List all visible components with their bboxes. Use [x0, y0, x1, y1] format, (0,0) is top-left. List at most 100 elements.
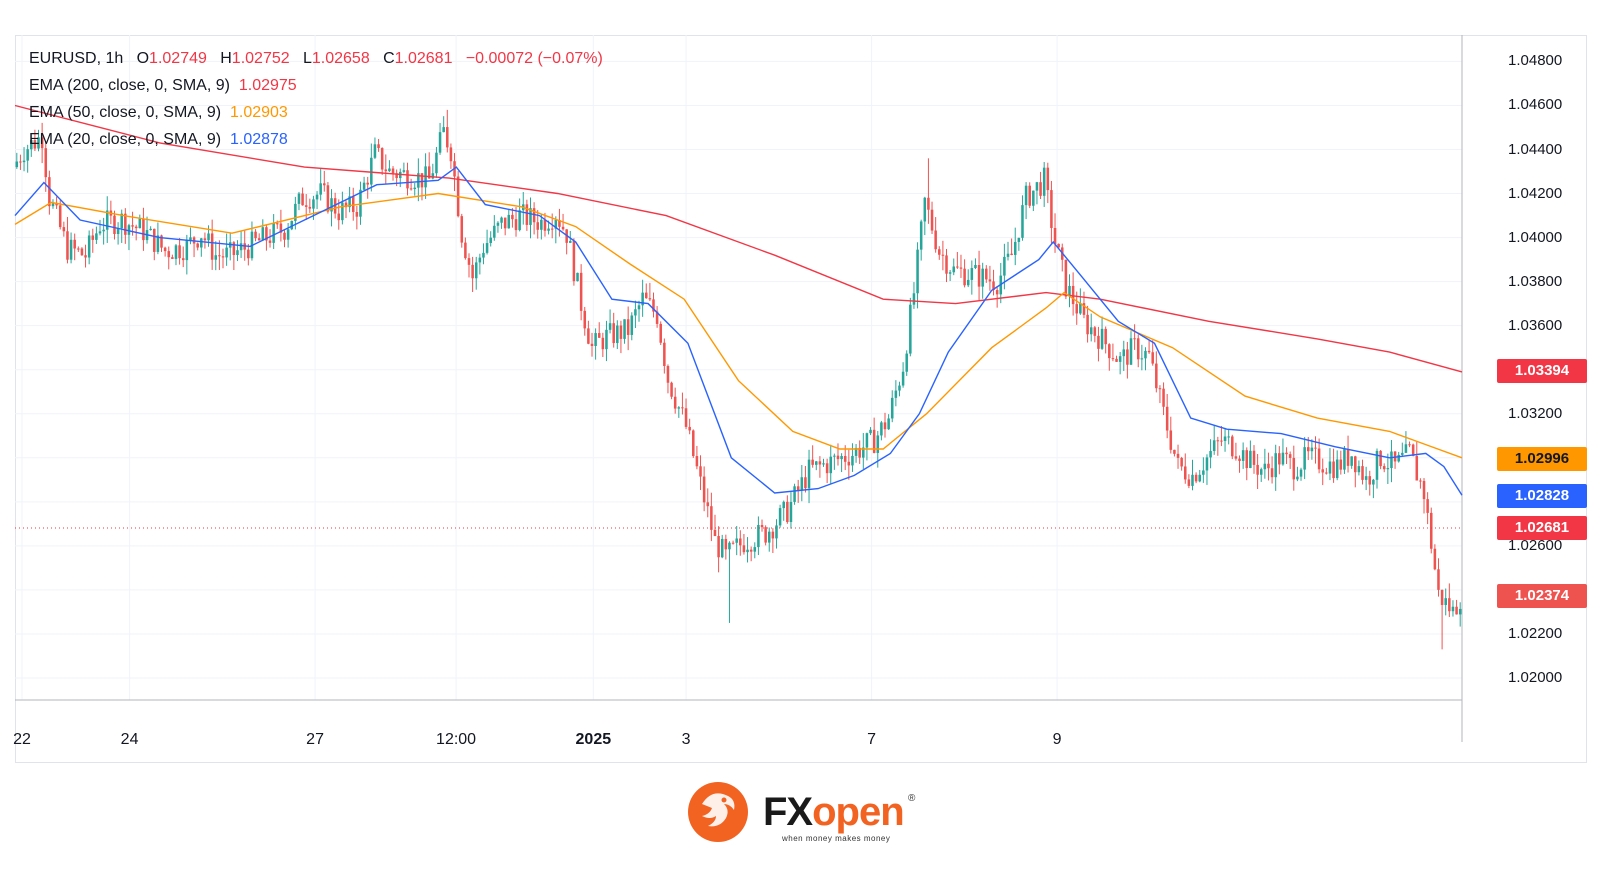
candle-body — [681, 407, 684, 409]
candle-body — [1332, 461, 1335, 479]
candle-body — [485, 243, 489, 253]
candle-body — [901, 371, 905, 386]
candle-body — [218, 255, 221, 257]
candle-body — [373, 144, 377, 158]
candle-body — [1082, 303, 1086, 315]
candle-body — [1328, 461, 1332, 474]
ema20-value: 1.02878 — [229, 131, 288, 148]
candle-body — [1158, 388, 1162, 390]
candle-body — [543, 219, 547, 231]
price-tick-label: 1.03600 — [1508, 316, 1563, 334]
candle-body — [200, 238, 203, 248]
candle-body — [493, 225, 496, 238]
candle-body — [377, 144, 380, 149]
candle-body — [1350, 456, 1353, 466]
candle-body — [1064, 259, 1068, 297]
candle-body — [160, 235, 163, 248]
candle-body — [1194, 474, 1198, 482]
candle-body — [833, 455, 836, 457]
price-tick-label: 1.03800 — [1508, 272, 1563, 290]
candle-body — [786, 501, 789, 523]
candle-body — [977, 265, 981, 287]
candle-body — [22, 160, 26, 163]
candle-body — [207, 233, 210, 241]
candle-body — [1035, 182, 1039, 191]
candle-body — [308, 206, 312, 209]
candle-body — [51, 203, 55, 207]
candle-body — [478, 257, 482, 263]
candle-body — [594, 333, 597, 346]
candle-body — [210, 233, 214, 260]
ema50-value: 1.02903 — [229, 104, 288, 121]
candle-body — [1440, 589, 1444, 605]
candle-body — [612, 323, 615, 344]
ema200-legend[interactable]: EMA (200, close, 0, SMA, 9) 1.02975 — [29, 77, 297, 95]
candle-body — [55, 203, 58, 206]
candle-body — [753, 547, 757, 552]
candle-body — [771, 531, 775, 539]
candle-body — [626, 319, 630, 335]
candle-body — [1032, 190, 1035, 206]
candle-body — [536, 222, 539, 230]
candle-body — [1346, 448, 1350, 466]
candle-body — [1397, 454, 1400, 462]
candle-body — [720, 538, 724, 558]
candle-body — [775, 525, 778, 539]
candle-body — [1252, 450, 1256, 465]
candle-body — [1306, 447, 1310, 452]
candle-body — [1209, 451, 1212, 458]
candle-body — [811, 459, 814, 465]
candle-body — [1231, 436, 1234, 457]
candle-body — [1111, 358, 1115, 360]
candle-body — [905, 353, 908, 372]
candle-body — [366, 182, 369, 185]
candle-body — [623, 319, 626, 339]
candle-body — [304, 205, 308, 207]
candle-body — [561, 226, 565, 230]
candle-body — [196, 243, 199, 248]
ema50-legend[interactable]: EMA (50, close, 0, SMA, 9) 1.02903 — [29, 104, 288, 122]
ema200-label: EMA (200, close, 0, SMA, 9) — [29, 77, 230, 94]
candle-body — [1155, 363, 1158, 389]
candle-body — [1270, 468, 1274, 478]
brand-registered: ® — [908, 793, 916, 804]
candle-body — [1100, 328, 1104, 349]
price-tick-label: 1.04600 — [1508, 96, 1563, 114]
candle-body — [688, 426, 691, 431]
candle-body — [836, 455, 840, 460]
candle-body — [1050, 190, 1053, 228]
candle-body — [1238, 458, 1241, 461]
candle-body — [330, 198, 333, 212]
legend-change: −0.00072 (−0.07%) — [465, 50, 603, 67]
candle-body — [558, 220, 561, 227]
candle-body — [927, 197, 930, 210]
time-tick-label: 27 — [306, 731, 324, 748]
candle-body — [1133, 338, 1136, 340]
candle-body — [1386, 468, 1390, 470]
candle-body — [728, 542, 731, 550]
candle-body — [1361, 466, 1364, 480]
candle-body — [702, 476, 706, 503]
candle-body — [1408, 444, 1411, 446]
candle-body — [446, 127, 449, 148]
candle-body — [619, 325, 623, 339]
candle-body — [956, 266, 959, 268]
candle-body — [1046, 167, 1050, 191]
candle-body — [1136, 338, 1140, 360]
candle-body — [348, 196, 351, 208]
candle-body — [131, 225, 134, 227]
candle-body — [1079, 303, 1082, 314]
candle-body — [48, 177, 51, 207]
candle-body — [435, 152, 438, 174]
ema20-legend[interactable]: EMA (20, close, 0, SMA, 9) 1.02878 — [29, 131, 288, 149]
candle-body — [818, 461, 822, 465]
legend-open-value: 1.02749 — [149, 50, 207, 67]
candle-body — [174, 245, 178, 259]
candle-body — [413, 187, 416, 190]
candle-body — [388, 168, 391, 172]
candle-body — [1357, 466, 1361, 473]
candle-body — [959, 267, 963, 269]
candle-body — [673, 396, 677, 409]
candle-body — [1426, 499, 1429, 513]
